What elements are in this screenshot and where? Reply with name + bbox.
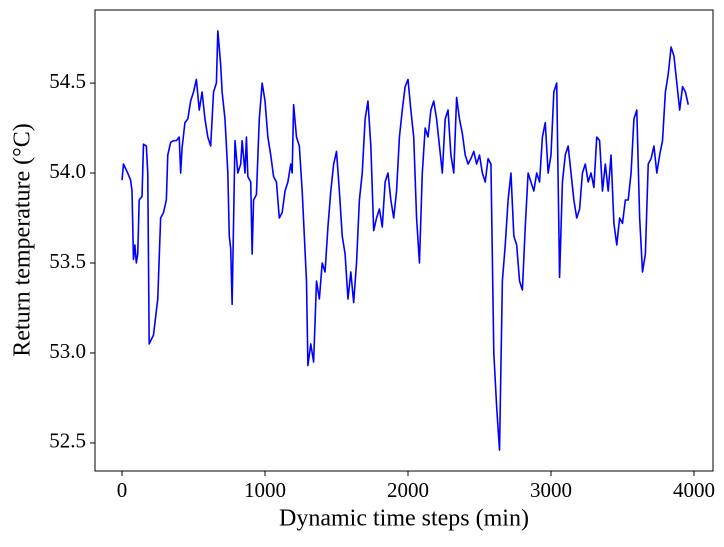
x-tick-label: 4000	[673, 478, 715, 502]
data-line	[121, 30, 690, 451]
y-tick-label: 53.0	[49, 339, 86, 363]
x-axis-label: Dynamic time steps (min)	[279, 506, 529, 532]
y-tick-label: 52.5	[49, 429, 86, 453]
x-tick-label: 2000	[387, 478, 429, 502]
plot-frame	[94, 9, 714, 472]
y-axis-label: Return temperature (°C)	[10, 123, 36, 357]
x-tick-label: 0	[117, 478, 128, 502]
x-tick-label: 3000	[530, 478, 572, 502]
x-tick-label: 1000	[244, 478, 286, 502]
y-tick-label: 54.5	[49, 69, 86, 93]
y-tick-label: 53.5	[49, 249, 86, 273]
y-tick-label: 54.0	[49, 159, 86, 183]
